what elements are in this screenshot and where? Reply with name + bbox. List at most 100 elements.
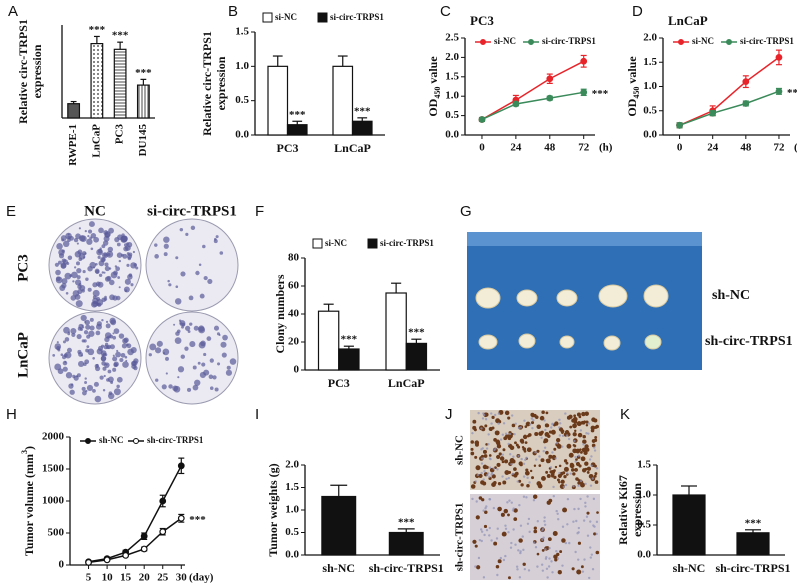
nucleus xyxy=(496,444,502,449)
nucleus xyxy=(550,560,553,563)
colony xyxy=(72,374,76,379)
nucleus xyxy=(582,439,587,444)
marker xyxy=(742,100,750,107)
colony xyxy=(177,366,185,373)
nucleus xyxy=(585,423,589,427)
colony xyxy=(96,248,103,256)
colony xyxy=(75,261,80,266)
colony xyxy=(130,283,134,287)
colony xyxy=(128,273,133,277)
nucleus xyxy=(556,557,560,560)
legend-label: si-NC xyxy=(275,12,297,22)
nucleus xyxy=(544,548,547,551)
marker xyxy=(140,532,148,540)
marker xyxy=(177,514,185,522)
nucleus xyxy=(580,456,586,462)
y-axis-label: Clony numbers xyxy=(273,274,287,353)
colony xyxy=(163,236,170,243)
colony xyxy=(112,356,118,362)
panel-letter: F xyxy=(255,203,264,220)
colony xyxy=(225,369,233,376)
colony xyxy=(122,361,129,368)
colony xyxy=(168,384,173,389)
x-tick-label: 48 xyxy=(544,142,556,154)
nucleus xyxy=(576,449,579,453)
y-tick-label: 0.0 xyxy=(637,549,651,561)
nucleus xyxy=(477,556,481,560)
nucleus xyxy=(525,456,528,460)
nucleus xyxy=(502,558,506,562)
colony xyxy=(94,395,102,403)
nucleus xyxy=(543,523,547,526)
nucleus xyxy=(580,565,584,569)
colony xyxy=(92,282,98,288)
colony xyxy=(78,235,86,242)
colony xyxy=(135,266,139,270)
nucleus xyxy=(523,449,527,453)
line xyxy=(481,60,585,121)
nucleus xyxy=(507,416,511,420)
colony xyxy=(118,286,121,289)
y-tick-label: 60 xyxy=(288,280,300,292)
colony xyxy=(54,343,62,350)
row-label: LnCaP xyxy=(15,332,31,378)
nucleus xyxy=(524,470,530,476)
colony xyxy=(217,362,221,366)
colony xyxy=(206,336,212,341)
marker xyxy=(742,78,750,86)
nucleus xyxy=(593,464,597,468)
nucleus xyxy=(532,499,536,502)
nucleus xyxy=(566,497,570,501)
colony xyxy=(93,236,100,243)
nucleus xyxy=(501,453,504,456)
legend-marker xyxy=(726,39,732,45)
colony xyxy=(104,332,112,339)
y-tick-label: 0.5 xyxy=(285,526,299,538)
y-tick-label: 80 xyxy=(288,252,300,264)
colony xyxy=(112,335,117,340)
colony xyxy=(60,353,64,357)
nucleus xyxy=(575,458,578,461)
nucleus xyxy=(472,539,477,544)
colony xyxy=(165,372,168,375)
nucleus xyxy=(538,464,542,467)
nucleus xyxy=(474,544,478,548)
nucleus xyxy=(529,423,532,426)
colony xyxy=(67,332,71,336)
nucleus xyxy=(576,569,582,575)
nucleus xyxy=(571,469,574,472)
x-tick-label: 25 xyxy=(157,572,169,584)
colony xyxy=(105,363,108,366)
significance: *** xyxy=(592,88,609,100)
nucleus xyxy=(513,517,518,521)
colony xyxy=(109,344,115,350)
nucleus xyxy=(513,473,518,478)
significance: *** xyxy=(408,327,425,339)
nucleus xyxy=(499,438,503,441)
colony-dishes xyxy=(48,218,239,405)
bar xyxy=(267,65,289,136)
nucleus xyxy=(482,481,487,486)
colony xyxy=(92,389,96,393)
nucleus xyxy=(585,432,588,435)
y-tick-label: 1500 xyxy=(42,463,65,475)
nucleus xyxy=(493,480,497,485)
nucleus xyxy=(573,439,576,443)
y-axis-label: Tumor weights (g) xyxy=(266,463,280,556)
nucleus xyxy=(531,476,535,480)
legend-swatch xyxy=(262,12,273,23)
nucleus xyxy=(539,415,545,421)
nucleus xyxy=(504,459,509,464)
nucleus xyxy=(515,443,519,447)
nucleus xyxy=(576,412,581,417)
bar xyxy=(338,348,360,371)
colony xyxy=(103,345,108,350)
nucleus xyxy=(504,527,508,530)
nucleus xyxy=(581,570,585,573)
colony xyxy=(201,362,206,367)
nucleus xyxy=(543,520,546,523)
nucleus xyxy=(519,550,522,553)
nucleus xyxy=(471,431,474,435)
nucleus xyxy=(522,475,526,478)
y-tick-label: 0 xyxy=(294,364,300,376)
